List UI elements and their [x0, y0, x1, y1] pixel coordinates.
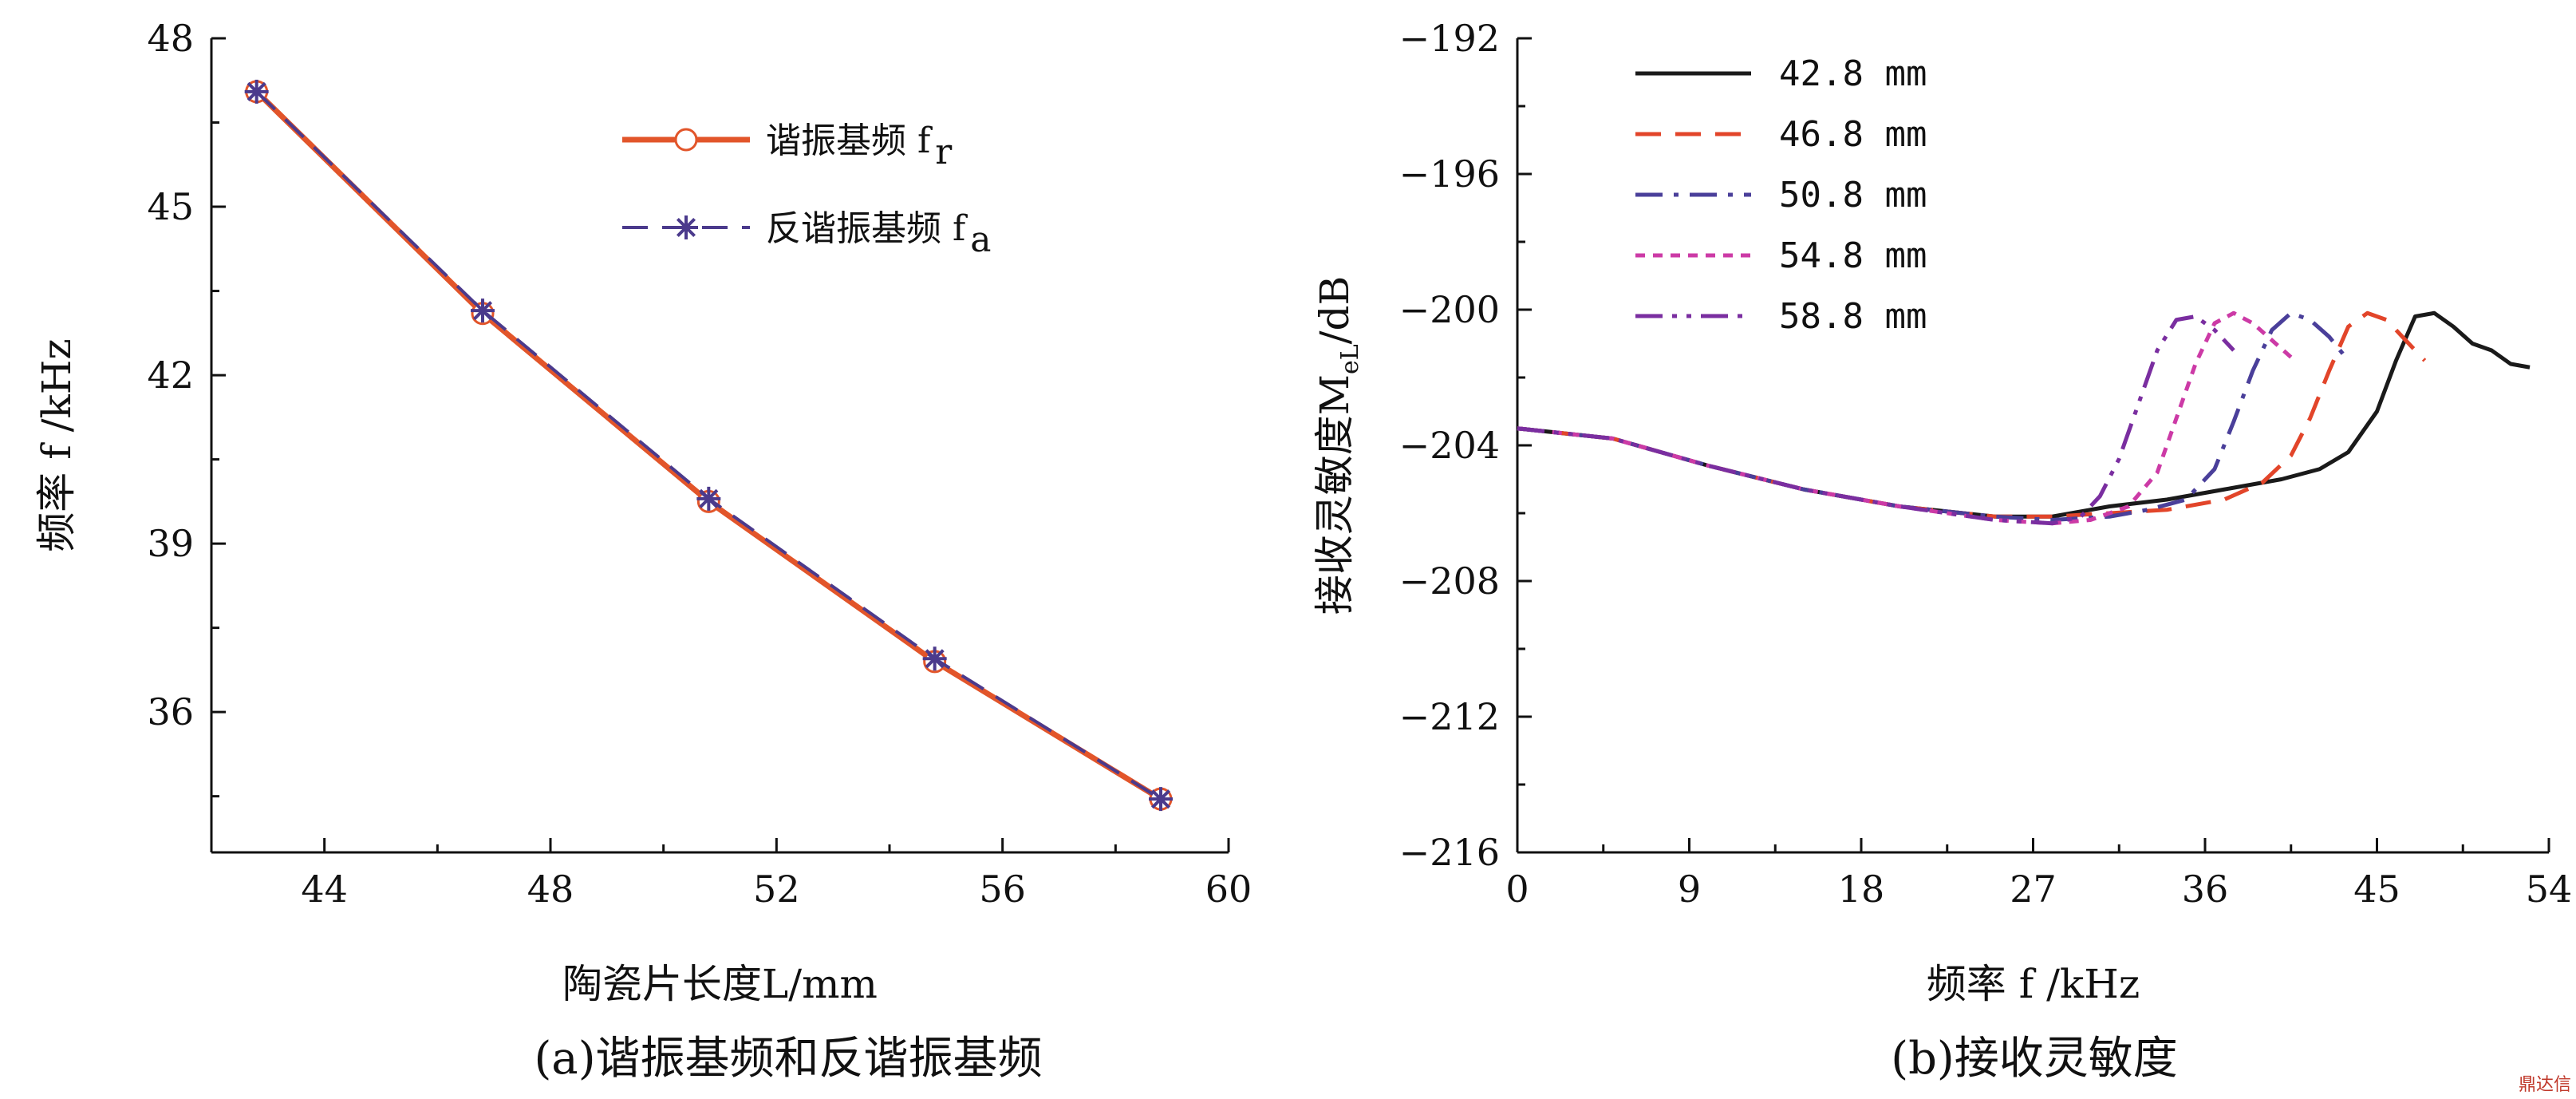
chart-b-x-tick-label: 54	[2526, 868, 2573, 911]
chart-b-x-tick-label: 0	[1505, 868, 1529, 911]
chart-b-y-tick-label: −212	[1399, 695, 1500, 738]
chart-b-series-line	[1517, 310, 2531, 519]
chart-b-axes: 0 9 18 27 36 45 54 −192 −196 −200 −204 −208 −212 −216…	[1312, 17, 2572, 1007]
chart-a-y-tick-label: 42	[147, 354, 194, 397]
chart-b-y-axis-label: 接收灵敏度MeL/dB	[1312, 276, 1364, 615]
legend-label: 反谐振基频 f	[766, 208, 968, 249]
legend-label: 42.8 mm	[1779, 53, 1927, 94]
watermark-text: 鼎达信	[2518, 1075, 2571, 1095]
chart-b-y-tick-label: −196	[1399, 152, 1500, 196]
chart-a-y-tick-label: 39	[147, 522, 194, 565]
chart-a-x-tick-label: 52	[753, 868, 800, 911]
chart-b-legend: 42.8 mm 46.8 mm 50.8 mm 54.8 mm 58.8 mm	[1635, 53, 1927, 337]
chart-b-y-tick-label: −192	[1399, 17, 1500, 60]
chart-a-point-star	[1149, 787, 1173, 812]
chart-b-series-line	[1517, 314, 2235, 526]
chart-b-y-tick-label: −200	[1399, 288, 1500, 331]
chart-a-x-axis-label: 陶瓷片长度L/mm	[562, 961, 878, 1007]
legend-label: 谐振基频 f	[766, 121, 933, 161]
chart-b-x-tick-label: 18	[1838, 868, 1885, 911]
chart-a-y-tick-label: 36	[147, 690, 194, 733]
legend-marker-circle	[674, 128, 698, 152]
chart-a-y-tick-label: 45	[147, 185, 194, 228]
chart-a-series-group	[244, 79, 1173, 812]
chart-b-series-line	[1517, 310, 2427, 519]
chart-b-x-tick-label: 27	[2010, 868, 2057, 911]
chart-a-x-tick-label: 60	[1205, 868, 1252, 911]
chart-b-x-tick-label: 36	[2182, 868, 2229, 911]
chart-b-series-group	[1517, 310, 2531, 526]
chart-b-x-axis-label: 频率 f /kHz	[1927, 961, 2140, 1007]
legend-label: 46.8 mm	[1779, 114, 1927, 155]
chart-a-y-tick-label: 48	[147, 17, 194, 60]
chart-b-caption: (b)接收灵敏度	[1891, 1033, 2178, 1085]
chart-b-y-tick-label: −208	[1399, 559, 1500, 603]
chart-b-series-line	[1517, 310, 2293, 526]
chart-b-y-tick-label: −216	[1399, 831, 1500, 874]
legend-label: 50.8 mm	[1779, 175, 1927, 215]
chart-a-x-tick-label: 56	[979, 868, 1026, 911]
chart-b-x-tick-label: 45	[2353, 868, 2400, 911]
chart-a-point-star	[922, 646, 947, 671]
legend-label: 58.8 mm	[1779, 296, 1927, 337]
chart-a-y-axis-label: 频率 f /kHz	[34, 338, 80, 551]
legend-label: 54.8 mm	[1779, 235, 1927, 276]
chart-a-point-star	[244, 79, 269, 104]
chart-a-point-star	[696, 486, 721, 511]
chart-a-series-line	[255, 90, 1162, 801]
legend-marker-star	[674, 215, 698, 239]
chart-a-x-tick-label: 48	[527, 868, 574, 911]
chart-b-x-tick-label: 9	[1678, 868, 1701, 911]
chart-a: 44 48 52 56 60 36 39 42 45 48 陶瓷片长度L/mm 频率 f /kHz 谐…	[34, 17, 1252, 1085]
legend-label-subscript: r	[935, 132, 953, 172]
chart-a-point-star	[471, 298, 495, 323]
chart-b: 0 9 18 27 36 45 54 −192 −196 −200 −204 −208 −212 −216…	[1312, 17, 2572, 1085]
chart-a-x-tick-label: 44	[301, 868, 348, 911]
chart-b-y-tick-label: −204	[1399, 424, 1500, 467]
chart-a-axes: 44 48 52 56 60 36 39 42 45 48 陶瓷片长度L/mm 频率 f /kHz	[34, 17, 1252, 1007]
legend-label-subscript: a	[970, 219, 991, 260]
chart-a-caption: (a)谐振基频和反谐振基频	[534, 1033, 1042, 1085]
chart-a-series-line	[254, 89, 1162, 802]
